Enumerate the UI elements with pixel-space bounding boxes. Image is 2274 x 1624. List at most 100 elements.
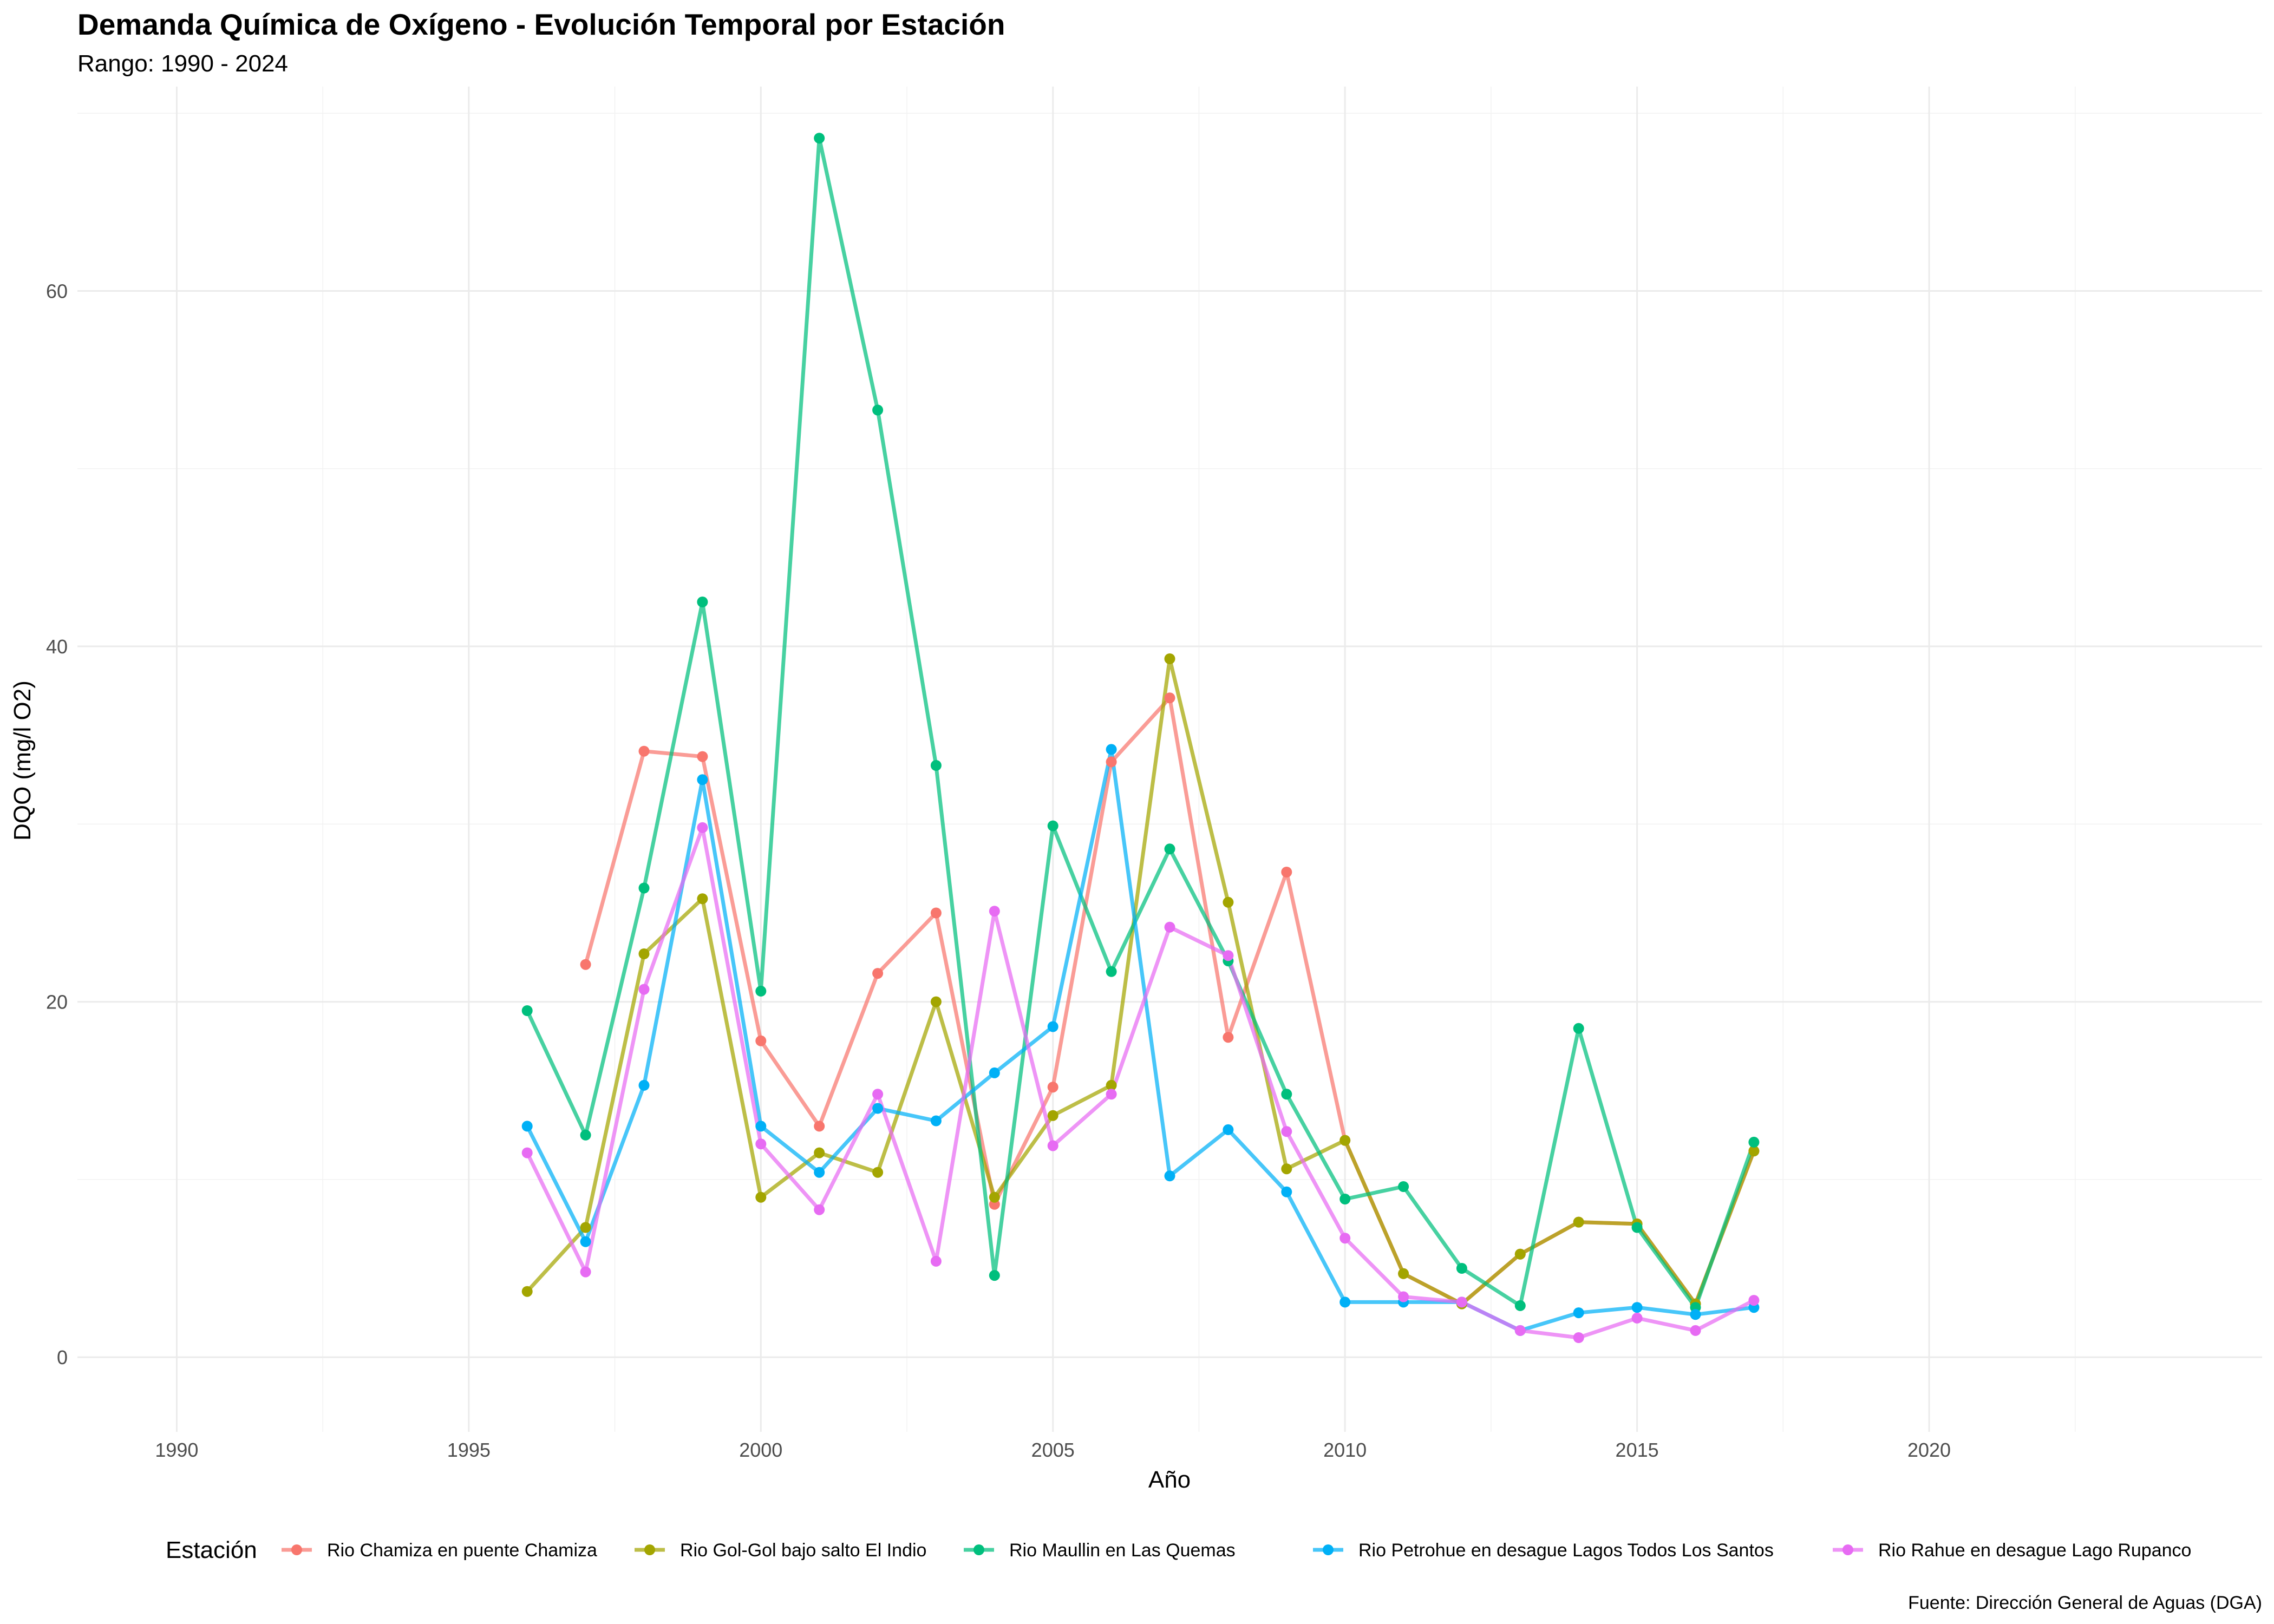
- y-tick-label: 20: [46, 991, 68, 1013]
- data-point-s5: [1281, 1126, 1292, 1137]
- data-point-s2: [872, 1167, 884, 1178]
- y-tick-label: 40: [46, 636, 68, 658]
- data-point-s5: [989, 906, 1000, 917]
- data-point-s3: [1047, 820, 1058, 831]
- data-point-s5: [1456, 1296, 1467, 1308]
- x-tick-label: 2020: [1907, 1439, 1951, 1461]
- data-point-s3: [1514, 1300, 1526, 1311]
- data-point-s2: [989, 1191, 1000, 1203]
- data-point-s5: [755, 1138, 767, 1150]
- data-point-s3: [521, 1005, 533, 1016]
- data-point-s1: [638, 745, 650, 757]
- series-line-4: [525, 747, 1756, 1333]
- data-point-s3: [1281, 1089, 1292, 1100]
- data-point-s2: [1047, 1110, 1058, 1121]
- data-point-s4: [1573, 1307, 1584, 1319]
- series-line-2: [525, 657, 1756, 1306]
- data-point-s1: [1223, 1032, 1234, 1043]
- data-point-s2: [1223, 896, 1234, 908]
- x-tick-label: 1995: [447, 1439, 491, 1461]
- data-point-s3: [814, 133, 825, 144]
- data-point-s3: [1164, 843, 1175, 855]
- data-point-s5: [1398, 1291, 1409, 1302]
- data-point-s5: [1631, 1312, 1643, 1324]
- data-point-s2: [1281, 1163, 1292, 1175]
- x-axis-ticks: 1990 1995 2000 2005 2010 2015 2020: [155, 1439, 1951, 1461]
- x-tick-label: 2010: [1323, 1439, 1367, 1461]
- x-tick-label: 1990: [155, 1439, 198, 1461]
- legend-key-point: [644, 1544, 655, 1555]
- data-point-s3: [755, 985, 767, 997]
- data-point-s5: [1047, 1140, 1058, 1151]
- data-point-s4: [638, 1079, 650, 1091]
- legend-key-point: [1842, 1544, 1853, 1555]
- legend-label-5: Rio Rahue en desague Lago Rupanco: [1878, 1540, 2191, 1561]
- data-point-s5: [521, 1147, 533, 1158]
- data-point-s4: [521, 1121, 533, 1132]
- data-point-s1: [1047, 1082, 1058, 1093]
- data-point-s1: [930, 907, 942, 919]
- data-point-s5: [814, 1204, 825, 1215]
- data-point-s1: [1281, 867, 1292, 878]
- data-point-s2: [755, 1191, 767, 1203]
- data-point-s5: [697, 822, 708, 833]
- data-point-s2: [930, 996, 942, 1007]
- data-point-s4: [1106, 744, 1117, 755]
- legend-label-1: Rio Chamiza en puente Chamiza: [327, 1540, 597, 1561]
- y-tick-label: 0: [57, 1346, 68, 1368]
- data-point-s4: [1164, 1170, 1175, 1182]
- data-point-s3: [1398, 1181, 1409, 1192]
- data-point-s4: [755, 1121, 767, 1132]
- data-point-s4: [1631, 1302, 1643, 1313]
- chart-subtitle: Rango: 1990 - 2024: [77, 50, 288, 77]
- data-point-s2: [580, 1222, 591, 1233]
- data-point-s4: [989, 1067, 1000, 1078]
- data-point-s3: [1748, 1136, 1760, 1148]
- data-point-s4: [814, 1167, 825, 1178]
- legend-label-2: Rio Gol-Gol bajo salto El Indio: [680, 1540, 926, 1561]
- data-point-s2: [1164, 653, 1175, 664]
- data-point-s2: [814, 1147, 825, 1158]
- data-point-s3: [1573, 1023, 1584, 1034]
- legend-label-3: Rio Maullin en Las Quemas: [1009, 1540, 1236, 1561]
- data-point-s3: [1456, 1263, 1467, 1274]
- data-point-s5: [930, 1255, 942, 1267]
- data-point-s2: [1106, 1079, 1117, 1091]
- x-tick-label: 2005: [1031, 1439, 1075, 1461]
- legend: Estación Rio Chamiza en puente Chamiza Ri…: [166, 1537, 2191, 1563]
- data-point-s1: [814, 1121, 825, 1132]
- x-tick-label: 2000: [739, 1439, 782, 1461]
- data-point-s3: [989, 1270, 1000, 1281]
- series-line-3: [525, 136, 1756, 1309]
- x-tick-label: 2015: [1616, 1439, 1659, 1461]
- data-point-s3: [697, 597, 708, 607]
- legend-key-point: [1323, 1544, 1334, 1555]
- data-point-s2: [1398, 1268, 1409, 1279]
- data-point-s5: [1514, 1325, 1526, 1336]
- data-point-s5: [1223, 950, 1234, 961]
- data-point-s1: [872, 968, 884, 979]
- data-point-s2: [697, 893, 708, 905]
- major-gridlines: [77, 87, 2262, 1432]
- data-point-s5: [1164, 921, 1175, 933]
- data-point-s4: [697, 774, 708, 785]
- data-point-s1: [580, 959, 591, 970]
- data-point-s4: [1690, 1309, 1701, 1320]
- data-point-s1: [1106, 756, 1117, 768]
- data-point-s4: [580, 1236, 591, 1247]
- data-point-s3: [872, 404, 884, 416]
- data-point-s1: [697, 751, 708, 762]
- data-point-s4: [1281, 1186, 1292, 1197]
- data-point-s5: [1106, 1089, 1117, 1100]
- data-point-s3: [1339, 1194, 1351, 1204]
- data-point-s3: [1631, 1222, 1643, 1233]
- data-point-s5: [872, 1089, 884, 1100]
- legend-key-point: [291, 1544, 302, 1555]
- data-point-s1: [1164, 692, 1175, 704]
- chart-title: Demanda Química de Oxígeno - Evolución T…: [77, 8, 1005, 41]
- legend-label-4: Rio Petrohue en desague Lagos Todos Los …: [1358, 1540, 1774, 1561]
- data-point-s4: [930, 1115, 942, 1127]
- data-point-s4: [1223, 1124, 1234, 1135]
- data-point-s5: [638, 984, 650, 995]
